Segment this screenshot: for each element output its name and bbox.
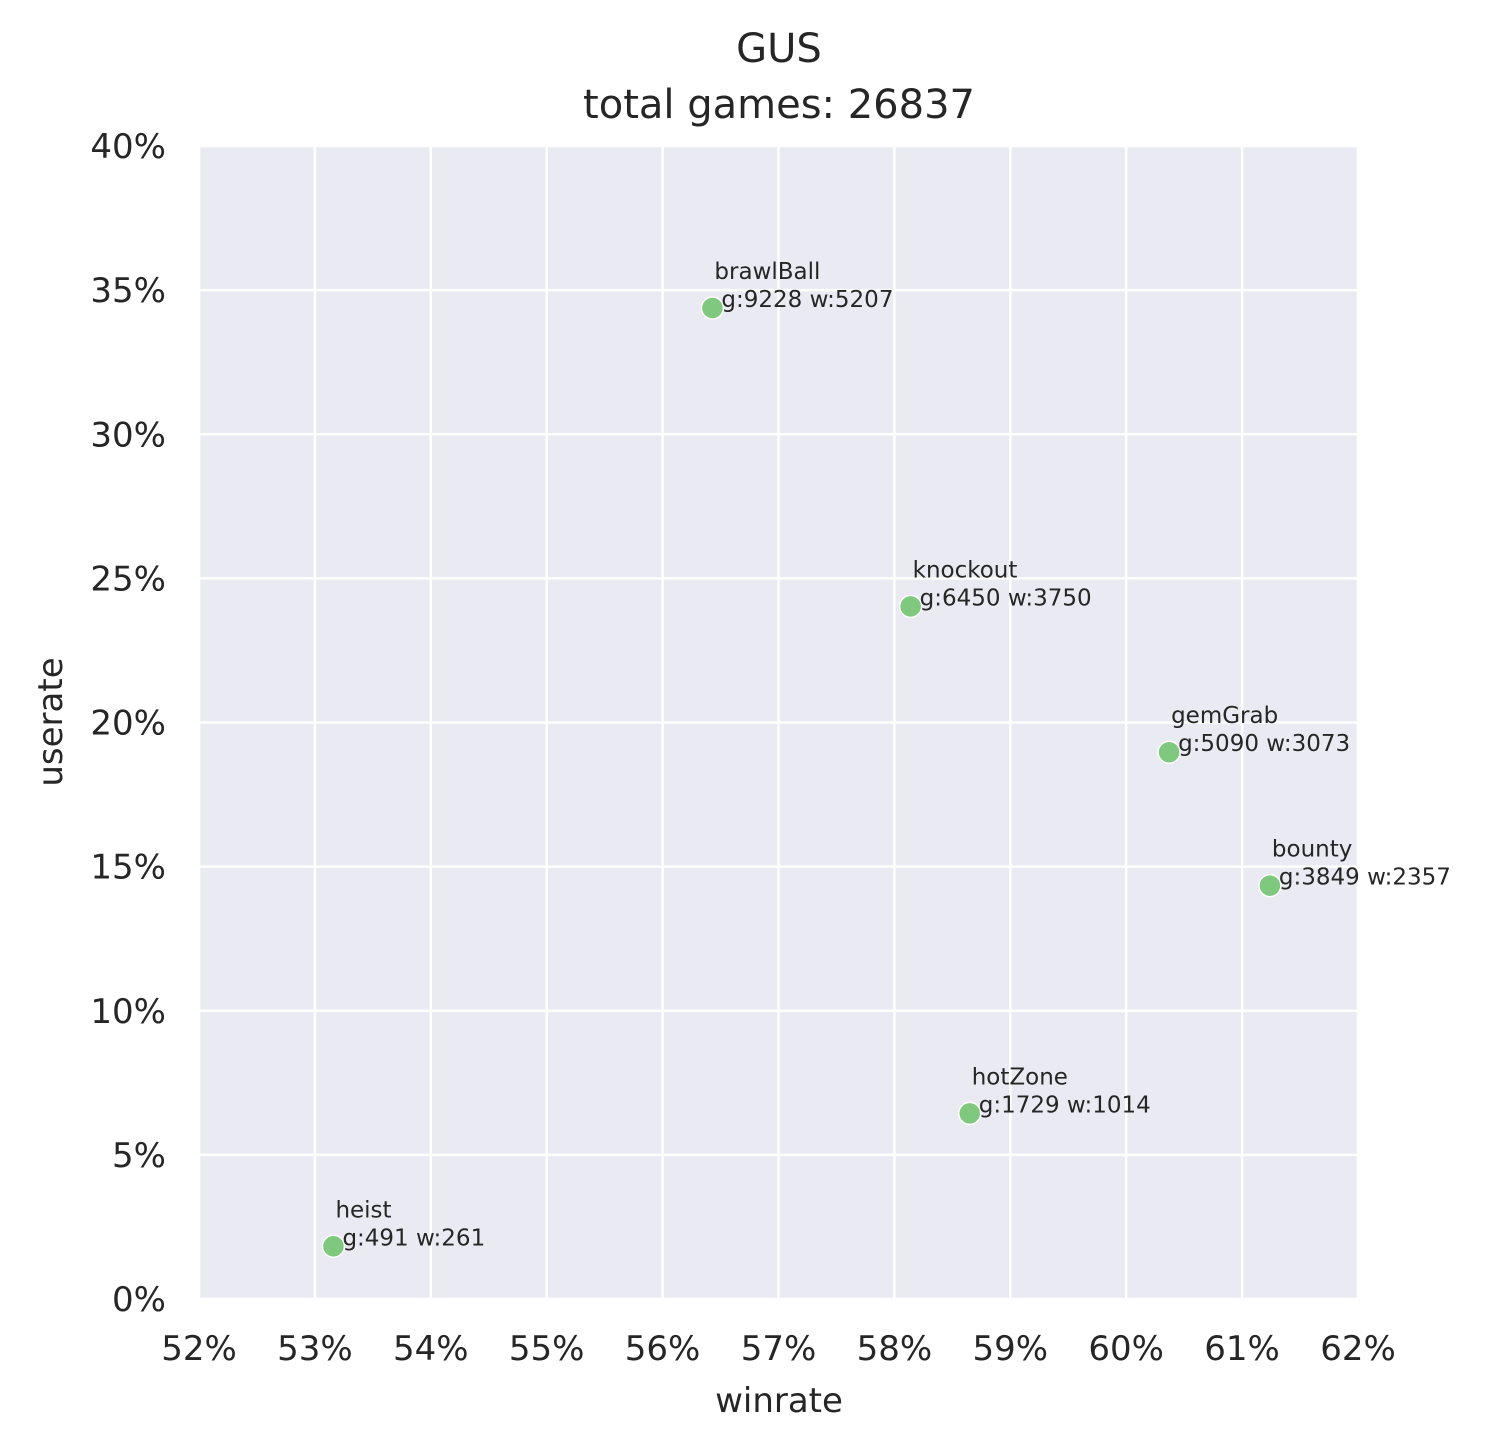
point-stats-label: g:5090 w:3073 [1178, 731, 1350, 757]
x-tick-label: 61% [1204, 1329, 1280, 1369]
tick-labels: 52% 53% 54% 55% 56% 57% 58% 59% 60% 61% 62% 0% 5% 10%… [90, 127, 1395, 1369]
point-name-label: knockout [913, 557, 1018, 583]
grid [197, 144, 1360, 1301]
x-tick-label: 53% [277, 1329, 353, 1369]
point-stats-label: g:6450 w:3750 [920, 585, 1092, 611]
x-tick-label: 62% [1320, 1329, 1396, 1369]
y-tick-label: 15% [90, 848, 166, 888]
data-point [898, 594, 923, 619]
y-tick-label: 25% [90, 559, 166, 599]
y-axis-label: userate [31, 657, 71, 786]
point-name-label: bounty [1272, 837, 1352, 863]
y-tick-label: 35% [90, 271, 166, 311]
x-tick-label: 60% [1088, 1329, 1164, 1369]
y-tick-label: 10% [90, 992, 166, 1032]
point-name-label: brawlBall [714, 259, 820, 285]
x-tick-label: 58% [857, 1329, 933, 1369]
point-stats-label: g:1729 w:1014 [979, 1092, 1151, 1118]
point-name-label: gemGrab [1171, 703, 1278, 729]
point-stats-label: g:491 w:261 [342, 1225, 485, 1251]
x-tick-label: 52% [161, 1329, 237, 1369]
x-tick-label: 59% [973, 1329, 1049, 1369]
point-name-label: heist [335, 1197, 391, 1223]
y-tick-label: 40% [90, 127, 166, 167]
y-tick-label: 20% [90, 704, 166, 744]
x-tick-label: 56% [625, 1329, 701, 1369]
data-point [1157, 740, 1181, 764]
point-stats-label: g:3849 w:2357 [1279, 865, 1451, 891]
y-tick-label: 30% [90, 415, 166, 455]
data-point [957, 1101, 982, 1126]
chart-subtitle: total games: 26837 [583, 82, 975, 128]
x-tick-label: 55% [509, 1329, 585, 1369]
point-name-label: hotZone [972, 1064, 1068, 1090]
x-tick-label: 57% [741, 1329, 817, 1369]
point-stats-label: g:9228 w:5207 [721, 287, 893, 313]
y-tick-label: 0% [112, 1280, 166, 1320]
data-point [1258, 873, 1282, 898]
y-tick-label: 5% [112, 1136, 166, 1176]
x-tick-label: 54% [393, 1329, 469, 1369]
x-axis-label: winrate [715, 1381, 843, 1421]
chart-title: GUS [736, 26, 822, 72]
data-point [700, 296, 725, 320]
data-point [321, 1234, 346, 1259]
